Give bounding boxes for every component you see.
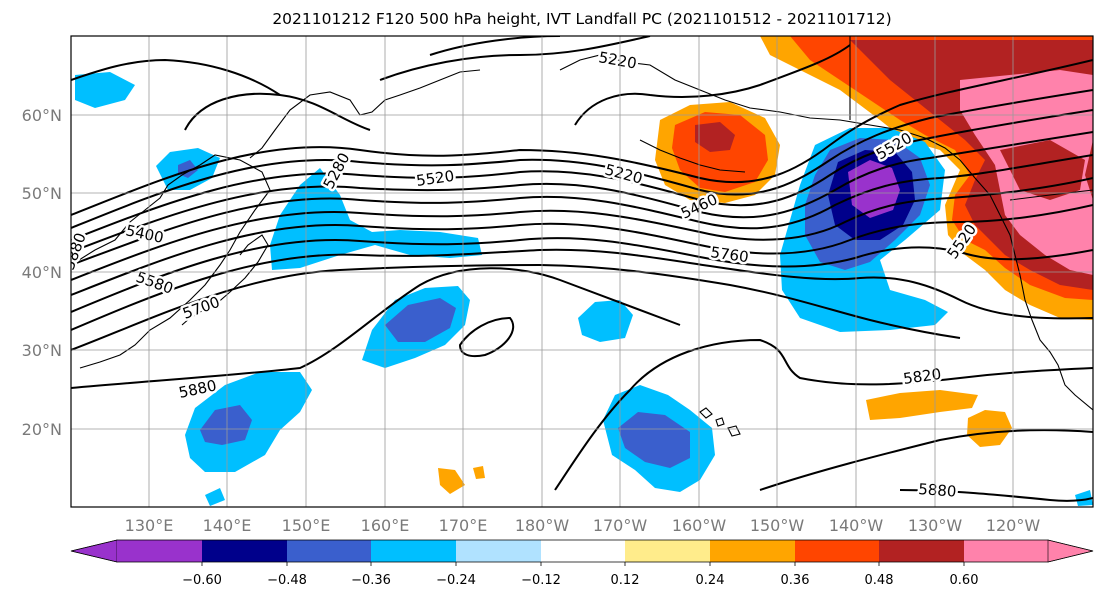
negative-anomaly-region-far-northwest [75, 72, 135, 108]
negative-anomaly-region-bottom-left [205, 488, 225, 506]
contour-line [759, 429, 1093, 491]
negative-anomaly-region-subtropical-west-core [200, 405, 252, 445]
lon-label: 140°E [203, 516, 252, 535]
colorbar-min-extension [70, 539, 118, 563]
contour-line [71, 248, 1093, 331]
colorbar-ticks [201, 562, 965, 566]
colorbar-segment [795, 540, 879, 562]
lat-label-50n: 50°N [22, 184, 62, 203]
colorbar-max-extension [1047, 539, 1094, 563]
lon-label: 170°W [593, 516, 648, 535]
negative-anomaly-region-central-pacific-core [385, 298, 456, 342]
lat-label-60n: 60°N [22, 106, 62, 125]
positive-anomaly-region-subtropical-east [866, 390, 978, 420]
colorbar-tick-label: −0.36 [351, 573, 391, 588]
negative-anomaly-region-bottom-right [1075, 490, 1093, 506]
lat-label-40n: 40°N [22, 263, 62, 282]
north-america-west-coast [999, 214, 1093, 411]
colorbar-tick-label: 0.48 [865, 573, 894, 588]
contour-line [71, 59, 1093, 216]
japan-coast [181, 234, 269, 326]
lon-label: 140°W [829, 516, 884, 535]
positive-anomaly-region-gulf-of-alaska-peak [695, 122, 735, 152]
contour-line [71, 204, 1093, 296]
map-area: 5220 5280 5520 5220 5460 5400 5580 5700 … [70, 35, 1094, 508]
contour-line [71, 154, 1093, 266]
contour-line [899, 489, 1093, 502]
contour-line [71, 131, 1093, 253]
lat-label-30n: 30°N [22, 341, 62, 360]
colorbar-tick-label: −0.60 [182, 573, 222, 588]
colorbar-tick-label: 0.24 [696, 573, 725, 588]
colorbar-outline [70, 539, 1094, 563]
contour-line [71, 237, 1093, 313]
gridlines [71, 36, 1093, 507]
contour-line [71, 58, 281, 96]
colorbar-tick-label: 0.60 [950, 573, 979, 588]
lon-label: 150°W [750, 516, 805, 535]
negative-anomaly-region-small-central [578, 300, 633, 342]
height-contours [71, 36, 1093, 502]
positive-anomaly-region-central-small [473, 466, 485, 479]
lon-label: 130°E [125, 516, 174, 535]
figure-title: 2021101212 F120 500 hPa height, IVT Land… [272, 10, 891, 28]
colorbar-tick-label: 0.12 [611, 573, 640, 588]
colorbar-tick-label: −0.12 [521, 573, 561, 588]
colorbar-segment [710, 540, 795, 562]
contour-label: 5880 [918, 480, 957, 501]
lat-label-20n: 20°N [22, 420, 62, 439]
lon-label: 130°W [908, 516, 963, 535]
us-border [1009, 189, 1093, 201]
colorbar-segment [625, 540, 710, 562]
colorbar-segment [456, 540, 541, 562]
contour-line [71, 267, 681, 389]
colorbar-segment [964, 540, 1048, 562]
positive-anomaly-region-west-coast-inner-core [1000, 140, 1085, 200]
contour-line [71, 109, 1093, 241]
contour-line [71, 89, 1093, 229]
colorbar-segment [541, 540, 625, 562]
negative-anomaly-region-subtropical-central-core [618, 412, 690, 468]
positive-anomaly-region-central [438, 468, 465, 494]
lon-label: 170°E [439, 516, 488, 535]
positive-anomaly-region-subtropical-small [967, 410, 1012, 447]
colorbar-tick-label: −0.24 [436, 573, 476, 588]
lon-label: 160°W [672, 516, 727, 535]
hawaii-islands [699, 407, 741, 437]
colorbar-segment [287, 540, 371, 562]
aleutian-islands [639, 139, 746, 173]
map-frame [70, 35, 1094, 508]
colorbar: −0.60 −0.48 −0.36 −0.24 −0.12 0.12 0.24 … [70, 539, 1094, 588]
colorbar-tick-label: −0.48 [267, 573, 307, 588]
contour-line [574, 44, 851, 126]
lon-label: 160°E [361, 516, 410, 535]
contour-line [71, 263, 961, 351]
contour-line [71, 177, 1093, 281]
lon-label: 180°W [515, 516, 570, 535]
asia-coast [71, 154, 271, 369]
colorbar-segment [371, 540, 456, 562]
contour-line [458, 316, 515, 358]
colorbar-segment [117, 540, 202, 562]
lon-label: 150°E [282, 516, 331, 535]
longitude-labels: 130°E 140°E 150°E 160°E 170°E 180°W 170°… [125, 516, 1041, 535]
colorbar-tick-label: 0.36 [781, 573, 810, 588]
colorbar-segment [202, 540, 287, 562]
lon-label: 120°W [986, 516, 1041, 535]
contour-line [554, 338, 1093, 491]
colorbar-segment [879, 540, 964, 562]
contour-line [379, 36, 651, 81]
latitude-labels: 60°N 50°N 40°N 30°N 20°N [22, 106, 62, 439]
